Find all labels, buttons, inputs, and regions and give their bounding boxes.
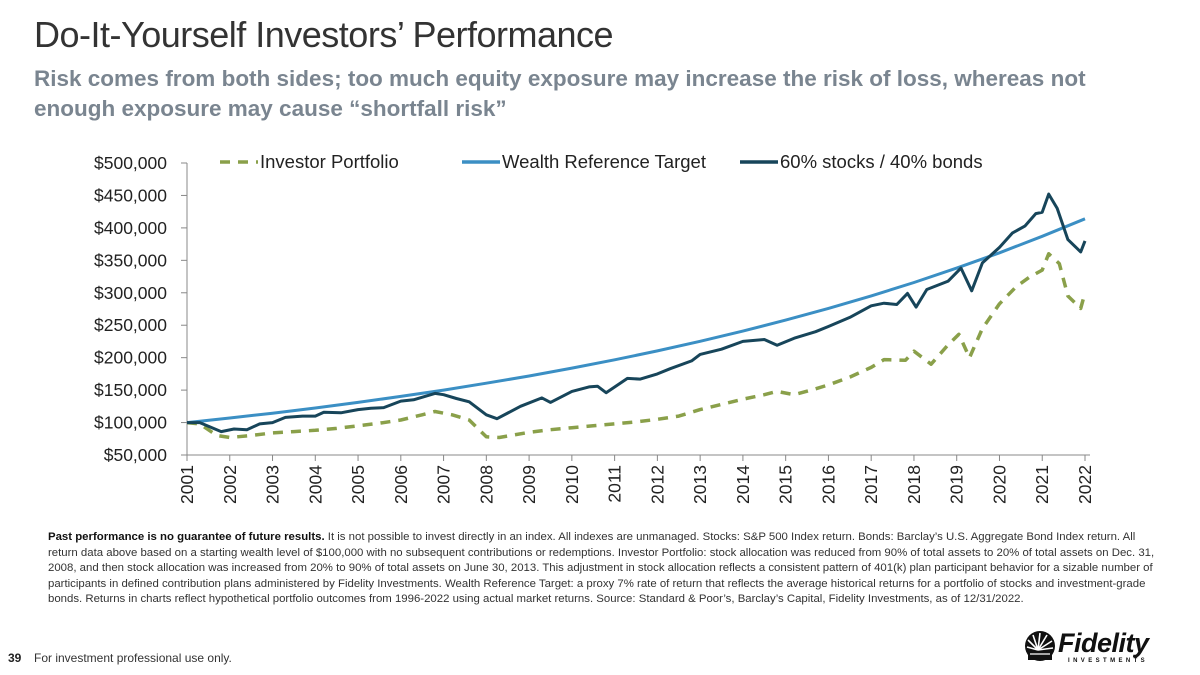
series-line-investor-portfolio — [186, 252, 1087, 440]
fidelity-logo: Fidelity INVESTMENTS — [1024, 628, 1184, 668]
x-tick-label: 2021 — [1032, 465, 1052, 504]
x-tick-label: 2017 — [861, 465, 881, 504]
y-tick-label: $500,000 — [94, 153, 167, 173]
y-tick-label: $350,000 — [94, 250, 167, 270]
x-tick-label: 2006 — [391, 465, 411, 504]
x-tick-label: 2004 — [305, 465, 325, 504]
x-tick-label: 2010 — [562, 465, 582, 504]
x-tick-label: 2008 — [476, 465, 496, 504]
x-tick-label: 2020 — [989, 465, 1009, 504]
logo-wordmark: Fidelity — [1058, 628, 1149, 658]
series-line-wealth-reference-target — [186, 217, 1086, 425]
x-axis: 2001 2002 2003 2004 2005 2006 2007 2008 2009 2010… — [177, 454, 1095, 504]
x-tick-label: 2022 — [1075, 465, 1095, 504]
x-tick-label: 2016 — [818, 465, 838, 504]
x-tick-label: 2013 — [690, 465, 710, 504]
legend-label: Wealth Reference Target — [502, 151, 706, 172]
disclaimer: For investment professional use only. — [34, 651, 232, 665]
y-tick-label: $100,000 — [94, 413, 167, 433]
x-tick-label: 2003 — [263, 465, 283, 504]
x-tick-label: 2011 — [605, 465, 625, 503]
slide-title: Do-It-Yourself Investors’ Performance — [34, 14, 614, 55]
x-tick-label: 2007 — [434, 465, 454, 504]
x-tick-label: 2009 — [519, 465, 539, 504]
legend-label: 60% stocks / 40% bonds — [780, 151, 983, 172]
x-tick-label: 2015 — [776, 465, 796, 504]
line-chart: $500,000 $450,000 $400,000 $350,000 $300,000… — [94, 151, 1095, 504]
y-axis: $500,000 $450,000 $400,000 $350,000 $300,000… — [94, 153, 188, 465]
y-tick-label: $450,000 — [94, 185, 167, 205]
y-tick-label: $50,000 — [104, 445, 168, 465]
x-tick-label: 2019 — [947, 465, 967, 504]
series-layer — [186, 192, 1087, 440]
footnote: Past performance is no guarantee of futu… — [48, 530, 1168, 608]
x-tick-label: 2005 — [348, 465, 368, 504]
y-tick-label: $400,000 — [94, 218, 167, 238]
y-tick-label: $200,000 — [94, 348, 167, 368]
series-line-60-stocks-40-bonds — [187, 192, 1087, 434]
y-tick-label: $150,000 — [94, 380, 167, 400]
legend-label: Investor Portfolio — [260, 151, 399, 172]
y-tick-label: $300,000 — [94, 283, 167, 303]
page-number: 39 — [8, 651, 22, 665]
fidelity-sunburst-icon — [1025, 631, 1055, 661]
y-tick-label: $250,000 — [94, 315, 167, 335]
x-tick-label: 2018 — [904, 465, 924, 504]
logo-subtext: INVESTMENTS — [1068, 658, 1149, 664]
x-tick-label: 2014 — [733, 465, 753, 504]
footnote-text: It is not possible to invest directly in… — [48, 531, 1155, 606]
legend: Investor Portfolio Wealth Reference Targe… — [220, 151, 983, 172]
x-tick-label: 2012 — [647, 465, 667, 504]
footnote-bold: Past performance is no guarantee of futu… — [48, 531, 325, 543]
slide-subtitle: Risk comes from both sides; too much equ… — [34, 66, 1086, 121]
x-tick-label: 2001 — [177, 465, 197, 504]
x-tick-label: 2002 — [220, 465, 240, 504]
